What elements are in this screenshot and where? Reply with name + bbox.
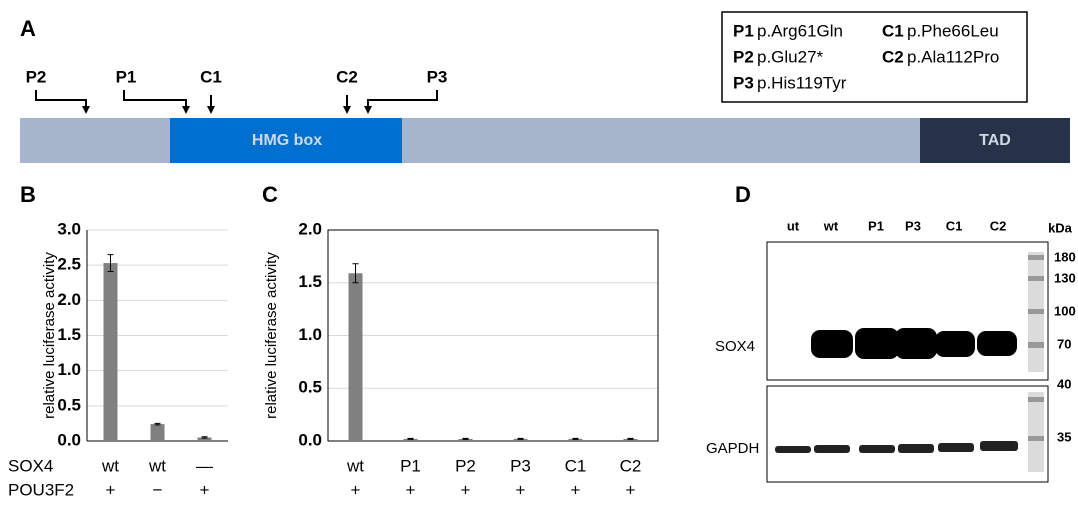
x-tick-label-secondary: + <box>626 480 636 499</box>
mutation-label: C1 <box>200 67 222 86</box>
x-tick-label: wt <box>101 456 119 475</box>
mutation-arrows <box>36 90 437 108</box>
y-tick-label: 1.0 <box>298 325 322 344</box>
blot-upper <box>767 242 1048 380</box>
legend-code: P1 <box>733 21 754 40</box>
x-tick-label-secondary: + <box>516 480 526 499</box>
marker-label: 180 <box>1054 249 1076 264</box>
lane-label: C2 <box>990 218 1007 233</box>
x-tick-label: P3 <box>510 456 531 475</box>
mutation-label: P1 <box>116 67 137 86</box>
row-name: SOX4 <box>8 456 53 475</box>
bar <box>151 424 165 441</box>
marker-label: 35 <box>1057 429 1071 444</box>
x-tick-label-secondary: + <box>571 480 581 499</box>
y-tick-label: 3.0 <box>57 219 81 238</box>
legend-text: p.Ala112Pro <box>907 47 999 66</box>
y-axis-label: relative luciferase activity <box>41 252 58 419</box>
x-tick-label: wt <box>346 456 364 475</box>
lane-label: ut <box>787 218 800 233</box>
domain-label: TAD <box>979 132 1011 149</box>
x-tick-label-secondary: + <box>351 480 361 499</box>
blot-target: SOX4 <box>715 338 755 355</box>
y-tick-label: 0.5 <box>298 378 322 397</box>
unit-label: kDa <box>1048 220 1073 235</box>
mutation-label: P2 <box>26 67 47 86</box>
row-name: POU3F2 <box>8 480 74 499</box>
x-tick-label: P1 <box>400 456 421 475</box>
blot-target: GAPDH <box>706 440 759 457</box>
x-tick-label-secondary: + <box>106 480 116 499</box>
lane-label: P3 <box>905 218 921 233</box>
y-tick-label: 1.5 <box>57 325 81 344</box>
bar <box>104 263 118 441</box>
legend-code: P2 <box>733 47 754 66</box>
protein-bar <box>20 118 920 163</box>
lane-label: wt <box>823 218 839 233</box>
bar <box>349 273 363 441</box>
mutation-label: C2 <box>336 67 358 86</box>
x-tick-label: wt <box>148 456 166 475</box>
y-tick-label: 0.0 <box>57 430 81 449</box>
x-tick-label-secondary: + <box>461 480 471 499</box>
marker-label: 70 <box>1057 336 1071 351</box>
x-tick-label-secondary: − <box>153 480 163 499</box>
panel-label: D <box>735 182 751 207</box>
x-tick-label-secondary: + <box>406 480 416 499</box>
y-tick-label: 2.5 <box>57 255 81 274</box>
y-axis-label: relative luciferase activity <box>263 252 280 419</box>
legend-text: p.Arg61Gln <box>757 21 843 40</box>
marker-label: 100 <box>1054 303 1076 318</box>
marker-label: 40 <box>1057 376 1071 391</box>
y-tick-label: 1.5 <box>298 272 322 291</box>
legend-code: C2 <box>882 47 904 66</box>
x-tick-label: C2 <box>620 456 642 475</box>
blot-lower <box>767 386 1048 482</box>
panel-label: B <box>20 182 36 207</box>
x-tick-label: P2 <box>455 456 476 475</box>
y-tick-label: 0.0 <box>298 430 322 449</box>
y-tick-label: 2.0 <box>298 219 322 238</box>
figure: A HMG box TAD P2 P1 C1 C2 P3 P1 p.Arg61G… <box>0 0 1078 505</box>
y-tick-label: 2.0 <box>57 290 81 309</box>
legend-code: P3 <box>733 73 754 92</box>
lane-label: C1 <box>946 218 963 233</box>
legend-code: C1 <box>882 21 904 40</box>
x-tick-label-secondary: + <box>200 480 210 499</box>
legend-text: p.Glu27* <box>757 47 824 66</box>
ladder <box>1028 252 1044 472</box>
x-tick-label: — <box>196 456 213 475</box>
marker-label: 130 <box>1054 270 1076 285</box>
arrow-heads <box>82 106 372 114</box>
panel-label: A <box>20 16 36 41</box>
mutation-label: P3 <box>427 67 448 86</box>
y-tick-label: 1.0 <box>57 360 81 379</box>
lane-label: P1 <box>868 218 884 233</box>
legend-text: p.His119Tyr <box>757 73 847 92</box>
sox4-bands <box>811 328 1017 359</box>
domain-label: HMG box <box>252 132 322 149</box>
legend-text: p.Phe66Leu <box>907 21 999 40</box>
x-tick-label: C1 <box>565 456 587 475</box>
y-tick-label: 0.5 <box>57 395 81 414</box>
panel-label: C <box>262 182 278 207</box>
